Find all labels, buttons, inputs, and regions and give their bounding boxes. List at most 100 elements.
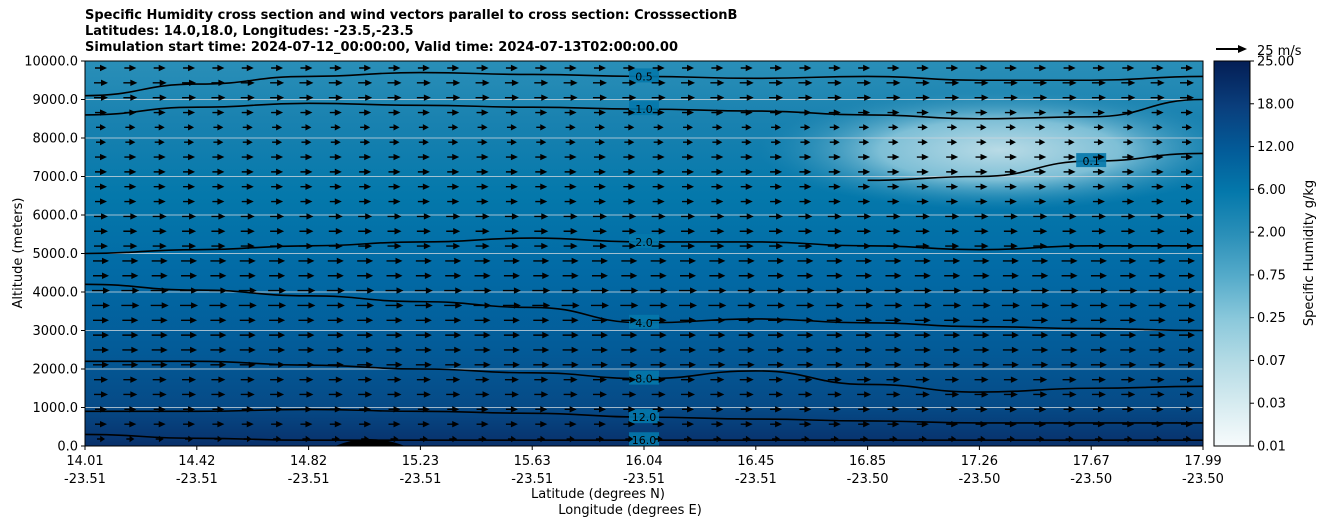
wind-arrow [1061,361,1078,368]
wind-arrow [300,109,313,116]
wind-arrow [945,376,960,383]
wind-arrow [712,124,723,131]
wind-arrow [859,139,870,146]
wind-arrow [214,435,223,443]
colorbar-tick-label: 0.75 [1257,268,1286,283]
wind-arrow [360,124,371,131]
wind-arrow [357,331,374,339]
wind-arrow [886,94,901,101]
wind-arrow [474,361,491,368]
wind-arrow [416,242,431,250]
wind-arrow [649,287,668,294]
wind-arrow [1003,213,1018,220]
wind-arrow [797,331,814,339]
wind-arrow [155,435,164,443]
wind-arrow [1033,242,1048,250]
wind-arrow [566,435,575,443]
wind-arrow [272,124,283,131]
wind-arrow [269,361,286,368]
wind-arrow [535,64,548,72]
wind-arrow [738,361,755,368]
wind-arrow [977,435,986,443]
wind-arrow [241,64,254,72]
wind-arrow [770,168,783,176]
wind-arrow [1034,64,1047,72]
wind-arrow [681,94,696,101]
wind-arrow [93,346,109,354]
wind-arrow [124,198,137,205]
wind-arrow [533,361,550,368]
wind-arrow [475,94,490,101]
wind-arrow [946,109,959,116]
wind-arrow [593,406,606,413]
wind-arrow [183,109,196,116]
wind-arrow [416,228,431,235]
wind-arrow [151,257,168,265]
wind-arrow [445,272,462,279]
wind-arrow [622,391,637,398]
wind-arrow [151,361,168,368]
wind-arrow [1122,406,1135,413]
wind-arrow [737,287,756,294]
wind-arrow [683,139,694,146]
wind-arrow [505,109,518,116]
x-tick-label-lon: -23.51 [288,472,330,487]
wind-arrow [710,228,725,235]
wind-arrow [92,287,110,294]
wind-arrow [532,287,551,294]
wind-arrow [913,287,932,294]
wind-arrow [739,79,754,87]
wind-arrow [709,317,726,324]
wind-arrow [95,183,107,190]
wind-arrow [1181,64,1193,72]
wind-arrow [534,376,549,383]
wind-arrow [591,272,608,279]
wind-arrow [948,435,957,443]
wind-arrow [301,139,312,146]
wind-arrow [181,346,198,354]
wind-arrow [682,183,695,190]
wind-arrow [858,406,871,413]
wind-arrow [740,153,753,161]
wind-arrow [711,109,724,116]
wind-arrow [769,376,784,383]
wind-arrow [682,64,695,72]
wind-arrow [535,109,548,116]
wind-arrow [238,302,257,309]
wind-arrow [239,331,256,339]
wind-arrow [886,79,901,87]
wind-arrow [183,420,196,428]
wind-arrow [358,228,373,235]
wind-arrow [183,406,196,413]
wind-arrow [590,302,609,309]
wind-arrow [1121,213,1136,220]
wind-arrow [182,79,197,87]
wind-arrow [331,435,340,443]
wind-arrow [564,64,577,72]
wind-arrow [827,242,842,250]
wind-arrow [592,242,607,250]
wind-arrow [740,168,753,176]
wind-arrow [653,124,664,131]
chart-title-line-2: Latitudes: 14.0,18.0, Longitudes: -23.5,… [85,24,414,39]
wind-arrow [769,228,784,235]
wind-arrow [416,376,431,383]
wind-arrow [533,272,550,279]
wind-arrow [974,242,989,250]
wind-arrow [768,272,785,279]
wind-arrow [563,94,578,101]
wind-arrow [591,257,608,265]
wind-arrow [975,153,988,161]
wind-arrow [1122,420,1135,428]
y-tick-label: 1000.0 [33,401,79,416]
wind-arrow [95,64,107,72]
wind-arrow [772,435,781,443]
wind-arrow [152,228,167,235]
x-tick-label-lon: -23.51 [64,472,106,487]
wind-arrow [1031,302,1050,309]
wind-arrow [415,317,432,324]
wind-arrow [1064,124,1075,131]
wind-arrow [124,109,137,116]
wind-arrow [916,198,929,205]
wind-arrow [916,153,929,161]
